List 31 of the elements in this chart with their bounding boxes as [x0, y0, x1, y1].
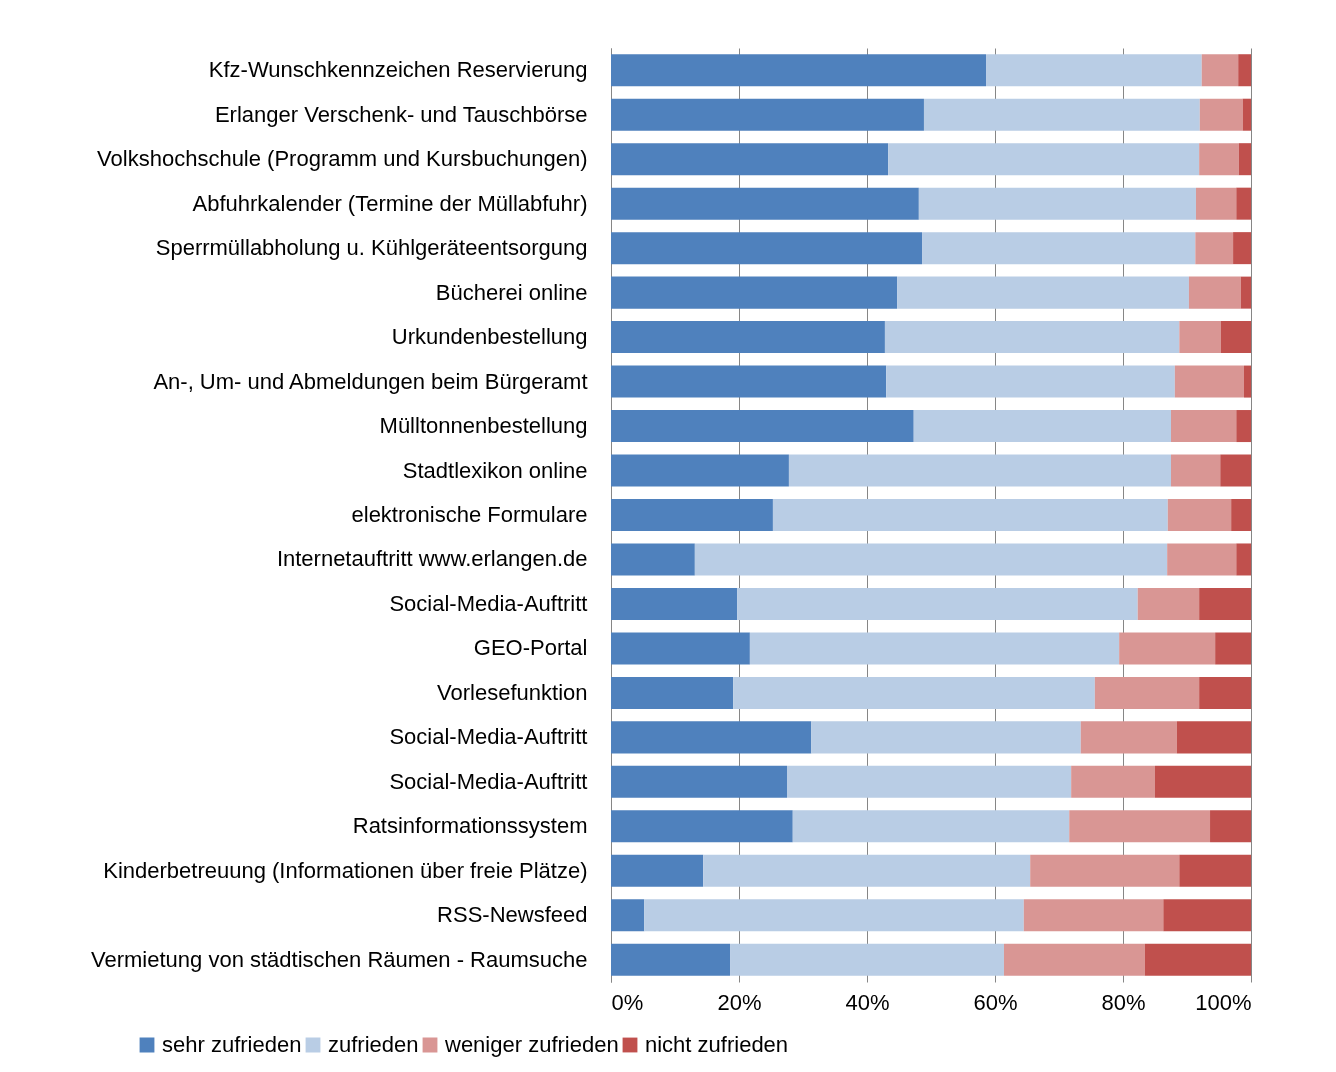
- y-tick-label: Volkshochschule (Programm und Kursbuchungen): [97, 146, 588, 172]
- y-tick-label: Stadtlexikon online: [402, 457, 588, 483]
- x-tick-label: 80%: [1101, 989, 1146, 1015]
- y-tick-label: Bücherei online: [435, 279, 588, 305]
- x-tick-label: 100%: [1195, 989, 1252, 1015]
- y-tick-label: Ratsinformationssystem: [352, 813, 588, 839]
- y-tick-label: Social-Media-Auftritt: [389, 724, 588, 750]
- y-tick-label: Mülltonnenbestellung: [379, 413, 588, 439]
- x-tick-label: 20%: [717, 989, 762, 1015]
- y-tick-label: Vermietung von städtischen Räumen - Raumsuche: [91, 946, 588, 972]
- y-tick-label: Kinderbetreuung (Informationen über freie Plätze): [103, 857, 588, 883]
- y-tick-label: GEO-Portal: [473, 635, 588, 661]
- y-tick-label: Social-Media-Auftritt: [389, 590, 588, 616]
- x-tick-label: 40%: [845, 989, 890, 1015]
- y-tick-label: An-, Um- und Abmeldungen beim Bürgeramt: [153, 368, 588, 394]
- y-tick-label: Sperrmüllabholung u. Kühlgeräteentsorgung: [155, 235, 588, 261]
- legend-label: zufrieden: [328, 1032, 419, 1057]
- legend-label: nicht zufrieden: [645, 1032, 789, 1057]
- legend-label: sehr zufrieden: [162, 1032, 302, 1057]
- y-tick-label: Internetauftritt www.erlangen.de: [276, 546, 588, 572]
- legend-label: weniger zufrieden: [444, 1032, 619, 1057]
- y-tick-label: Social-Media-Auftritt: [389, 768, 588, 794]
- y-tick-label: elektronische Formulare: [351, 502, 588, 527]
- x-tick-label: 60%: [973, 989, 1018, 1015]
- y-tick-label: Vorlesefunktion: [437, 679, 588, 705]
- y-tick-label: Abfuhrkalender (Termine der Müllabfuhr): [192, 190, 588, 216]
- y-tick-label: Urkundenbestellung: [391, 324, 588, 350]
- y-tick-label: Kfz-Wunschkennzeichen Reservierung: [208, 57, 588, 83]
- x-tick-label: 0%: [611, 989, 644, 1015]
- y-tick-label: Erlanger Verschenk- und Tauschbörse: [214, 101, 588, 127]
- y-tick-label: RSS-Newsfeed: [437, 902, 588, 928]
